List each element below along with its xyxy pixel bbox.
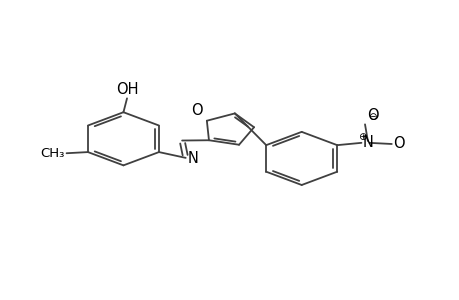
Text: ⊕: ⊕ xyxy=(357,132,366,142)
Text: CH₃: CH₃ xyxy=(40,147,65,160)
Text: N: N xyxy=(362,135,373,150)
Text: N: N xyxy=(187,151,198,166)
Text: O: O xyxy=(393,136,404,152)
Text: O: O xyxy=(366,108,378,123)
Text: O: O xyxy=(190,103,202,118)
Text: OH: OH xyxy=(116,82,138,97)
Text: ⊖: ⊖ xyxy=(368,112,376,122)
